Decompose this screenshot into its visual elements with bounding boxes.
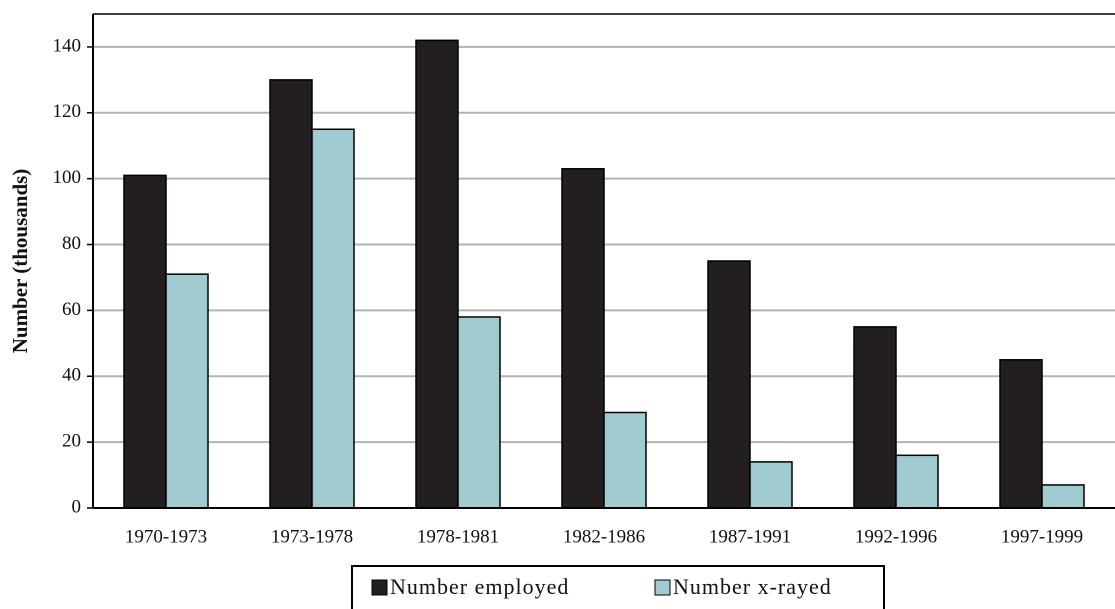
y-tick-label: 20 <box>62 430 81 451</box>
legend-swatch <box>371 579 388 596</box>
bar <box>415 39 459 509</box>
legend-label: Number x-rayed <box>673 574 832 599</box>
y-tick-label: 80 <box>62 233 81 254</box>
x-tick-label: 1978-1981 <box>417 526 499 547</box>
x-tick-label: 1982-1986 <box>563 526 645 547</box>
y-tick-label: 140 <box>53 35 82 56</box>
y-tick-label: 0 <box>72 496 82 517</box>
y-tick-label: 120 <box>53 101 82 122</box>
bar <box>603 411 647 509</box>
bar <box>1041 484 1085 509</box>
bar <box>895 454 939 509</box>
bar <box>853 326 897 509</box>
y-tick-label: 60 <box>62 299 81 320</box>
x-tick-label: 1992-1996 <box>855 526 937 547</box>
x-tick-label: 1970-1973 <box>125 526 207 547</box>
bar <box>707 260 751 509</box>
bar <box>749 461 793 509</box>
legend-label: Number employed <box>390 574 569 599</box>
x-tick-label: 1997-1999 <box>1001 526 1083 547</box>
bar <box>999 359 1043 509</box>
bar <box>311 128 355 509</box>
y-tick-label: 100 <box>53 167 82 188</box>
y-axis-label: Number (thousands) <box>8 169 32 354</box>
x-tick-label: 1987-1991 <box>709 526 791 547</box>
bar <box>123 174 167 509</box>
bar <box>165 273 209 509</box>
bar <box>269 79 313 509</box>
bar <box>457 316 501 509</box>
bar <box>561 168 605 509</box>
legend-box <box>351 565 885 609</box>
x-tick-label: 1973-1978 <box>271 526 353 547</box>
y-tick-label: 40 <box>62 365 81 386</box>
legend-swatch <box>654 579 671 596</box>
